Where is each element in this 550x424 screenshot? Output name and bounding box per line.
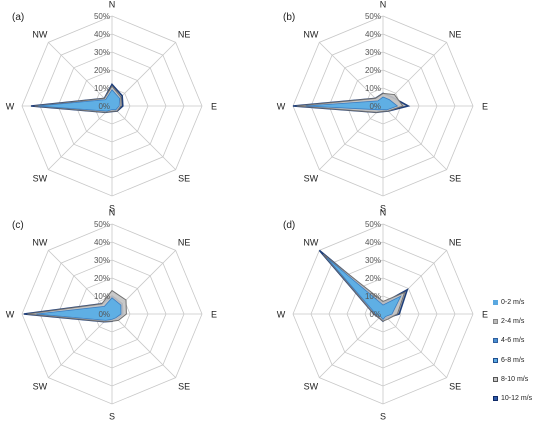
tick-label: 0%	[369, 310, 381, 319]
legend-swatch	[493, 396, 498, 402]
tick-label: 20%	[94, 274, 110, 283]
direction-label: NE	[449, 237, 462, 247]
legend-item: 0-2 m/s	[493, 296, 549, 308]
direction-label: SW	[304, 174, 319, 184]
wind-rose-a: 0% 10% 20% 30% 40% 50% N NE E SE S SW W NW (a)	[6, 0, 217, 214]
direction-label: SE	[178, 174, 190, 184]
direction-label: SW	[33, 382, 48, 392]
wind-rose-d: 0% 10% 20% 30% 40% 50% N NE E SE S SW W NW (d)	[277, 208, 488, 422]
panel-label: (a)	[12, 12, 24, 23]
direction-label: N	[109, 208, 116, 218]
grid-spoke	[48, 313, 113, 378]
direction-label: S	[109, 412, 115, 422]
wind-rose-c: 0% 10% 20% 30% 40% 50% N NE E SE S SW W NW (c)	[6, 208, 217, 422]
tick-label: 10%	[365, 292, 381, 301]
tick-label: 20%	[365, 66, 381, 75]
legend-label: 10-12 m/s	[501, 395, 533, 403]
tick-label: 0%	[98, 310, 110, 319]
tick-label: 30%	[365, 256, 381, 265]
tick-label: 10%	[94, 292, 110, 301]
legend-swatch	[493, 377, 498, 383]
direction-label: E	[211, 310, 217, 320]
direction-label: N	[380, 208, 387, 218]
legend-swatch	[493, 299, 498, 305]
panel-label: (d)	[283, 220, 295, 231]
tick-label: 40%	[94, 30, 110, 39]
tick-label: 20%	[365, 274, 381, 283]
tick-label: 0%	[98, 102, 110, 111]
direction-label: W	[277, 310, 286, 320]
grid-spoke	[319, 42, 384, 107]
wind-rose-b: 0% 10% 20% 30% 40% 50% N NE E SE S SW W NW (b)	[277, 0, 488, 214]
tick-label: 50%	[94, 220, 110, 229]
direction-label: NE	[178, 237, 191, 247]
direction-label: W	[6, 102, 15, 112]
grid-spoke	[48, 105, 113, 170]
grid-spoke	[111, 313, 176, 378]
grid-spoke	[382, 105, 447, 170]
grid-spoke	[319, 105, 384, 170]
legend-item: 6-8 m/s	[493, 354, 549, 366]
legend-item: 8-10 m/s	[493, 374, 549, 386]
tick-label: 40%	[365, 30, 381, 39]
direction-label: SE	[449, 174, 461, 184]
legend-swatch	[493, 357, 498, 363]
tick-label: 50%	[365, 12, 381, 21]
direction-label: NW	[303, 29, 318, 39]
direction-label: NE	[178, 29, 191, 39]
panel-label: (c)	[12, 220, 24, 231]
grid-spoke	[48, 42, 113, 107]
tick-label: 40%	[365, 238, 381, 247]
grid-spoke	[319, 313, 384, 378]
panel-label: (b)	[283, 12, 295, 23]
direction-label: SE	[449, 382, 461, 392]
series-area	[305, 96, 399, 111]
legend-label: 4-6 m/s	[501, 337, 525, 345]
direction-label: W	[6, 310, 15, 320]
legend-label: 6-8 m/s	[501, 356, 525, 364]
tick-label: 20%	[94, 66, 110, 75]
direction-label: NW	[32, 237, 47, 247]
legend: 0-2 m/s 2-4 m/s 4-6 m/s 6-8 m/s 8-10 m/s…	[493, 296, 549, 412]
legend-label: 0-2 m/s	[501, 298, 525, 306]
direction-label: N	[380, 0, 387, 10]
direction-label: SE	[178, 382, 190, 392]
legend-item: 2-4 m/s	[493, 315, 549, 327]
legend-swatch	[493, 338, 498, 344]
direction-label: E	[482, 102, 488, 112]
legend-item: 4-6 m/s	[493, 335, 549, 347]
direction-label: S	[109, 204, 115, 214]
direction-label: E	[211, 102, 217, 112]
series-area	[38, 89, 121, 112]
direction-label: N	[109, 0, 116, 10]
direction-label: SW	[304, 382, 319, 392]
series-area	[36, 297, 122, 321]
direction-label: SW	[33, 174, 48, 184]
tick-label: 40%	[94, 238, 110, 247]
tick-label: 30%	[94, 48, 110, 57]
direction-label: NW	[32, 29, 47, 39]
grid-spoke	[111, 105, 176, 170]
direction-label: W	[277, 102, 286, 112]
legend-swatch	[493, 318, 498, 324]
legend-label: 8-10 m/s	[501, 376, 529, 384]
direction-label: S	[380, 204, 386, 214]
grid-spoke	[382, 313, 447, 378]
tick-label: 50%	[365, 220, 381, 229]
tick-label: 30%	[94, 256, 110, 265]
direction-label: E	[482, 310, 488, 320]
direction-label: NE	[449, 29, 462, 39]
direction-label: S	[380, 412, 386, 422]
series-area	[326, 257, 402, 321]
direction-label: NW	[303, 237, 318, 247]
tick-label: 10%	[365, 84, 381, 93]
tick-label: 0%	[369, 102, 381, 111]
tick-label: 30%	[365, 48, 381, 57]
legend-item: 10-12 m/s	[493, 393, 549, 405]
legend-label: 2-4 m/s	[501, 317, 525, 325]
tick-label: 50%	[94, 12, 110, 21]
tick-label: 10%	[94, 84, 110, 93]
